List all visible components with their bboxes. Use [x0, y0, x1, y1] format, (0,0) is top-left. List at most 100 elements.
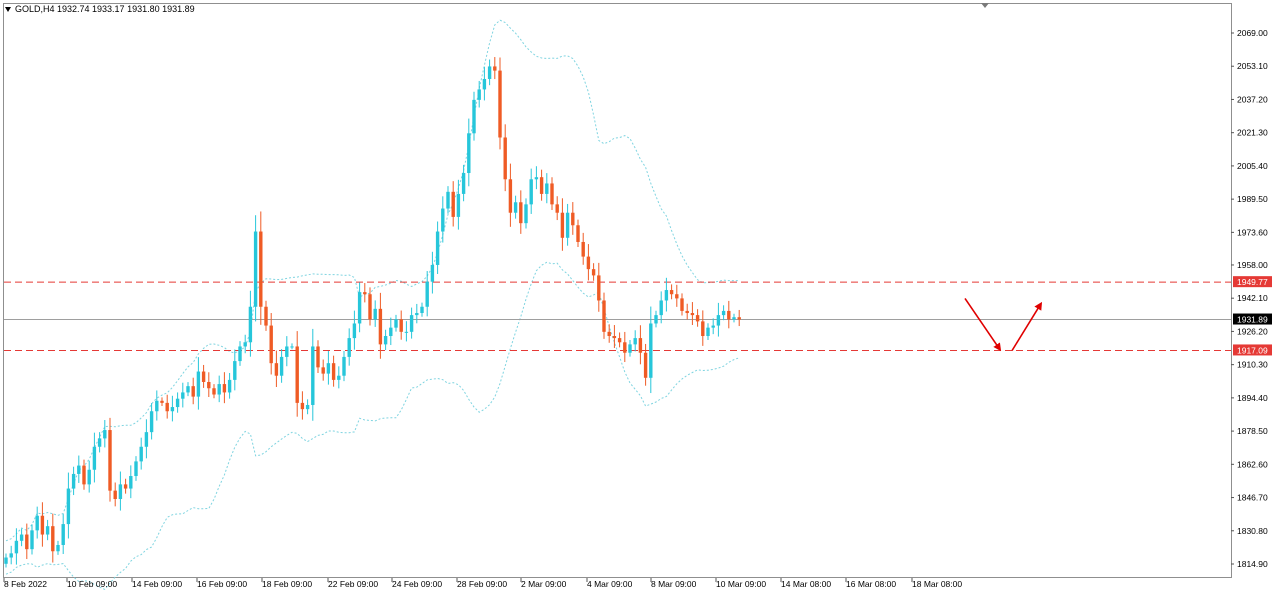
x-tick-label: 14 Feb 09:00	[132, 579, 182, 589]
candle-body	[649, 323, 653, 378]
candle-body	[456, 193, 461, 217]
y-tick-label: 1989.50	[1237, 194, 1268, 204]
up-arrow	[1011, 301, 1043, 352]
chart-header: GOLD,H4 1932.74 1933.17 1931.80 1931.89	[5, 3, 989, 14]
candle-body	[71, 473, 76, 489]
candle-body	[441, 208, 445, 232]
candle-body	[701, 321, 705, 337]
last-price-label: 1931.89	[1237, 315, 1268, 325]
candle-body	[643, 352, 648, 378]
candle-body	[680, 298, 684, 311]
candle-body	[97, 438, 102, 447]
candle-body	[555, 204, 559, 213]
candle-body	[207, 381, 211, 389]
candle-body	[737, 317, 741, 320]
candle-body	[628, 344, 632, 353]
candle-body	[571, 212, 575, 226]
candle-body	[394, 319, 398, 328]
candle-body	[695, 315, 700, 322]
candle-body	[685, 310, 689, 314]
candle-body	[378, 308, 383, 345]
candle-body	[487, 66, 492, 79]
x-tick-label: 4 Mar 09:00	[587, 579, 633, 589]
bollinger-bands	[5, 19, 740, 591]
y-tick-label: 1830.80	[1237, 526, 1268, 536]
level-price-tag	[1233, 276, 1272, 288]
candle-body	[711, 325, 715, 328]
annotation-arrows[interactable]	[964, 297, 1043, 352]
candle-body	[14, 540, 19, 554]
candle-body	[612, 336, 617, 339]
candle-body	[129, 476, 133, 489]
candle-body	[279, 356, 284, 376]
time-axis[interactable]: 8 Feb 2022 10 Feb 09:00 14 Feb 09:00 16 Feb…	[3, 578, 962, 589]
candle-body	[716, 315, 721, 326]
candles	[4, 57, 741, 568]
y-tick-label: 1958.00	[1237, 260, 1268, 270]
candle-body	[331, 363, 336, 380]
candle-body	[675, 294, 679, 299]
candle-body	[191, 386, 195, 397]
candle-body	[576, 225, 580, 242]
candle-body	[51, 526, 55, 552]
candle-body	[357, 292, 362, 324]
y-tick-label: 2037.20	[1237, 94, 1268, 104]
candle-body	[134, 461, 138, 477]
candle-body	[420, 306, 424, 314]
y-tick-label: 2053.10	[1237, 61, 1268, 71]
candle-body	[212, 388, 216, 395]
candle-body	[617, 338, 622, 343]
level-price-tag	[1233, 344, 1272, 356]
candle-body	[35, 515, 39, 531]
candle-body	[368, 294, 372, 320]
y-tick-label: 1814.90	[1237, 559, 1268, 569]
candle-body	[300, 402, 305, 410]
candle-body	[149, 411, 154, 433]
candle-body	[519, 202, 523, 224]
candle-body	[201, 371, 206, 382]
candle-body	[352, 323, 357, 339]
candle-body	[565, 212, 570, 238]
candle-body	[721, 310, 726, 316]
triangle-down-icon[interactable]	[5, 7, 11, 12]
candle-body	[623, 342, 627, 353]
candle-body	[727, 310, 731, 320]
candle-body	[383, 336, 388, 345]
candle-body	[669, 290, 674, 295]
candle-body	[290, 346, 294, 348]
candle-body	[399, 319, 403, 332]
candle-body	[472, 99, 476, 134]
candle-body	[524, 204, 528, 224]
candle-body	[196, 371, 201, 397]
horizontal-levels[interactable]	[4, 281, 1231, 351]
candle-body	[503, 137, 507, 180]
level-price-label: 1949.77	[1237, 277, 1268, 287]
candle-body	[316, 346, 320, 368]
y-tick-label: 2021.30	[1237, 128, 1268, 138]
candle-body	[113, 490, 117, 500]
price-axis[interactable]: 2069.00 2053.10 2037.20 2021.30 2005.40 1989.…	[1231, 28, 1272, 569]
candle-body	[591, 269, 596, 276]
scroll-marker-icon[interactable]	[981, 3, 989, 8]
candle-body	[586, 256, 591, 270]
candle-body	[435, 231, 440, 265]
x-tick-label: 8 Mar 09:00	[651, 579, 697, 589]
candle-body	[87, 469, 91, 485]
candle-body	[690, 313, 695, 316]
candle-body	[342, 356, 346, 376]
candle-body	[311, 346, 315, 405]
candle-body	[123, 484, 128, 489]
candle-body	[633, 338, 637, 345]
candle-body	[144, 432, 149, 447]
candle-body	[217, 384, 221, 395]
lower-band-line	[5, 261, 740, 591]
ohlc-readout: 1932.74 1933.17 1931.80 1931.89	[57, 4, 195, 14]
candle-body	[77, 465, 81, 474]
plot-frame	[3, 3, 1232, 578]
candle-body	[222, 384, 227, 393]
x-tick-label: 10 Feb 09:00	[67, 579, 117, 589]
last-price-tag	[1233, 313, 1272, 325]
candle-body	[550, 183, 554, 205]
y-tick-label: 1973.60	[1237, 227, 1268, 237]
